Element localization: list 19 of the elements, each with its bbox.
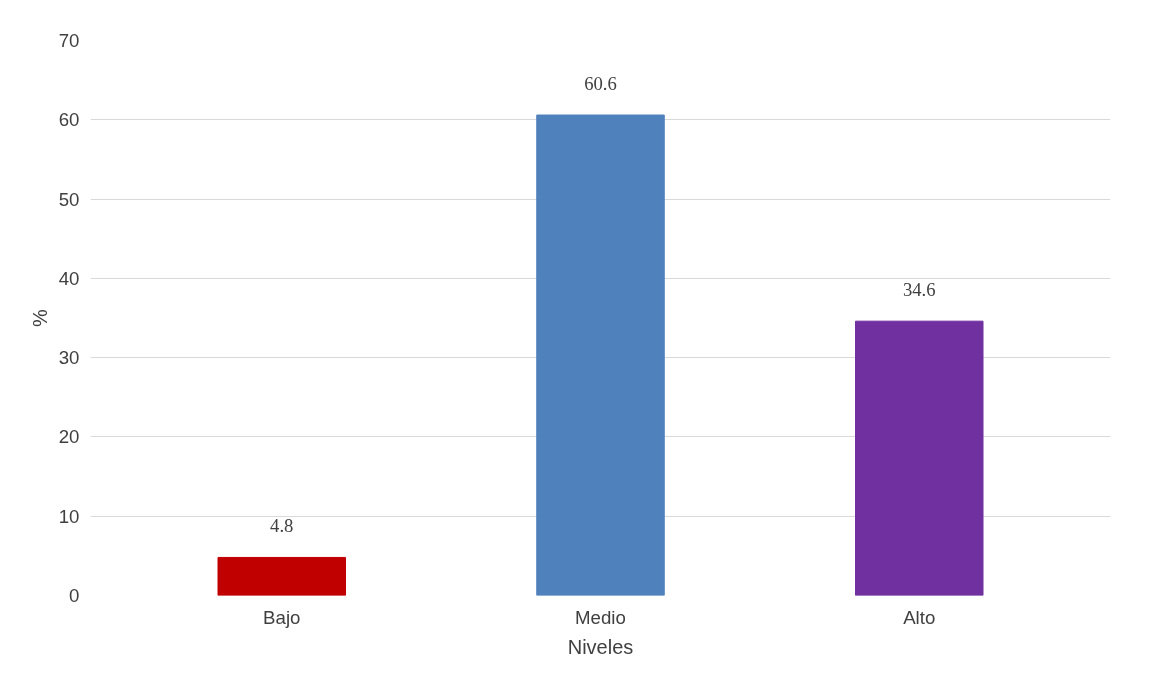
bar <box>217 556 346 596</box>
y-tick-label: 60 <box>58 109 80 131</box>
data-label: 34.6 <box>902 279 936 301</box>
x-tick-label: Medio <box>575 606 626 628</box>
y-tick-label: 40 <box>58 267 80 289</box>
y-tick-label: 10 <box>58 505 80 527</box>
y-tick-label: 70 <box>58 30 80 51</box>
y-tick-label: 20 <box>58 426 80 448</box>
x-axis-title: Niveles <box>567 635 634 658</box>
data-label: 4.8 <box>270 515 294 537</box>
x-tick-label: Bajo <box>263 606 301 628</box>
bar <box>855 320 984 596</box>
y-axis-title: % <box>28 308 51 327</box>
x-tick-label: Alto <box>903 606 936 628</box>
y-tick-label: 30 <box>58 347 80 369</box>
bar <box>536 114 665 596</box>
y-tick-label: 0 <box>69 585 80 606</box>
y-tick-label: 50 <box>58 188 80 210</box>
data-label: 60.6 <box>584 73 617 95</box>
